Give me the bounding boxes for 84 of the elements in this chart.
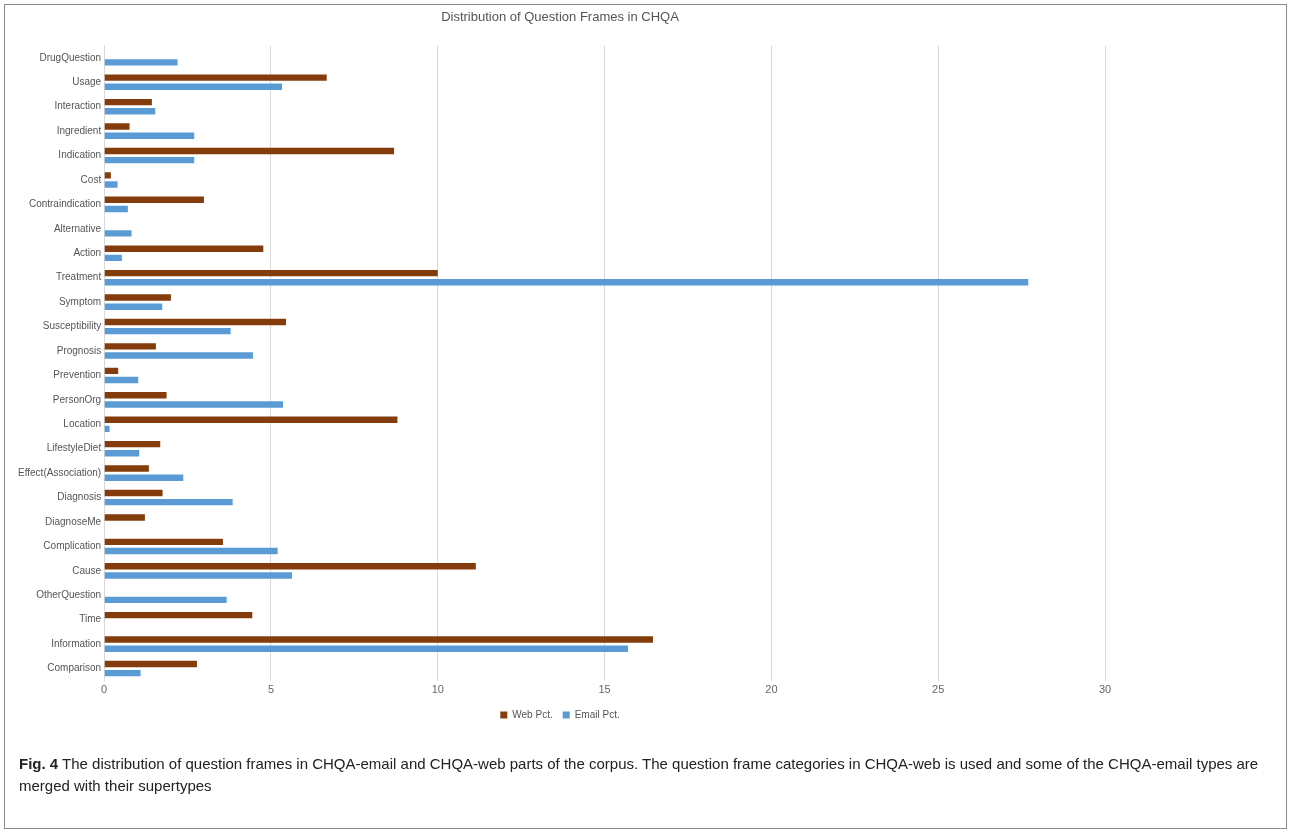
bar bbox=[104, 401, 283, 408]
y-tick-label: Cause bbox=[72, 564, 102, 576]
y-tick-label: Location bbox=[63, 418, 102, 430]
y-tick-label: DiagnoseMe bbox=[45, 515, 102, 527]
bar bbox=[104, 538, 223, 546]
bar bbox=[104, 98, 152, 106]
bar bbox=[104, 450, 140, 457]
caption: Fig. 4 The distribution of question frames in CHQA-email and CHQA-web parts of the corpus. The question frame categories in CHQA-web is used and some of the CHQA-email types are merged with their supertypes bbox=[19, 754, 1260, 796]
y-tick-label: Usage bbox=[72, 76, 102, 87]
bar bbox=[104, 74, 327, 81]
bar bbox=[104, 367, 119, 375]
y-tick-label: Cost bbox=[80, 173, 102, 185]
y-tick-label: OtherQuestion bbox=[36, 589, 102, 601]
x-tick-label: 30 bbox=[1098, 683, 1112, 696]
y-tick-label: Prevention bbox=[53, 369, 102, 381]
y-tick-label: Diagnosis bbox=[57, 491, 102, 503]
y-tick-label: Contraindication bbox=[28, 198, 102, 210]
bar bbox=[104, 563, 476, 570]
bar bbox=[104, 123, 130, 130]
bar bbox=[104, 474, 184, 481]
bar bbox=[104, 498, 233, 506]
y-tick-label: Interaction bbox=[54, 100, 102, 112]
y-tick-label: Action bbox=[73, 247, 102, 259]
bar bbox=[104, 156, 195, 164]
bar bbox=[104, 318, 286, 326]
x-tick-label: 20 bbox=[765, 683, 778, 696]
chart-title: Distribution of Question Frames in CHQA bbox=[441, 9, 680, 25]
bar bbox=[104, 352, 253, 359]
bar bbox=[104, 596, 227, 604]
bar bbox=[104, 245, 264, 252]
y-tick-label: Prognosis bbox=[56, 344, 102, 356]
y-tick-label: Ingredient bbox=[56, 124, 102, 136]
y-tick-label: Indication bbox=[58, 149, 102, 161]
x-tick-label: 10 bbox=[431, 683, 444, 696]
bar bbox=[104, 205, 128, 213]
bar bbox=[104, 392, 167, 399]
bar bbox=[104, 132, 195, 139]
bar bbox=[104, 611, 253, 619]
bar bbox=[104, 294, 171, 301]
y-tick-label: PersonOrg bbox=[52, 393, 102, 405]
bar bbox=[104, 465, 149, 472]
y-tick-label: LifestyleDiet bbox=[46, 442, 102, 454]
y-tick-label: Effect(Association) bbox=[18, 466, 102, 478]
bar bbox=[104, 172, 111, 179]
bar bbox=[104, 108, 156, 115]
bar bbox=[104, 230, 132, 237]
legend-label: Email Pct. bbox=[574, 708, 620, 720]
bar bbox=[104, 147, 395, 155]
x-tick-label: 5 bbox=[267, 683, 275, 696]
bar bbox=[104, 343, 156, 350]
y-tick-label: Alternative bbox=[53, 222, 102, 234]
legend-label: Web Pct. bbox=[512, 708, 553, 720]
bar bbox=[104, 425, 110, 433]
y-tick-label: Symptom bbox=[58, 295, 102, 307]
bar bbox=[104, 669, 141, 677]
bar bbox=[104, 376, 139, 384]
y-tick-label: Susceptibility bbox=[42, 320, 102, 332]
bar bbox=[104, 59, 178, 66]
bar bbox=[104, 196, 204, 204]
bar bbox=[104, 83, 282, 91]
y-tick-label: Information bbox=[51, 637, 102, 649]
bar bbox=[104, 514, 145, 521]
bar bbox=[104, 181, 118, 188]
x-tick-label: 0 bbox=[101, 683, 108, 696]
bar bbox=[104, 572, 292, 579]
bar bbox=[104, 254, 122, 262]
y-tick-label: DrugQuestion bbox=[39, 51, 102, 63]
bar bbox=[104, 327, 231, 335]
y-tick-label: Comparison bbox=[47, 662, 102, 674]
y-tick-label: Complication bbox=[43, 540, 102, 552]
bar bbox=[104, 279, 1029, 286]
bar bbox=[104, 440, 161, 448]
bar bbox=[104, 489, 163, 497]
bar bbox=[104, 636, 653, 643]
bar bbox=[104, 416, 398, 423]
bar bbox=[104, 660, 197, 668]
x-tick-label: 25 bbox=[932, 683, 945, 696]
bar bbox=[104, 303, 163, 310]
x-tick-label: 15 bbox=[598, 683, 611, 696]
bar bbox=[104, 269, 438, 277]
bar bbox=[104, 645, 628, 652]
y-tick-label: Treatment bbox=[55, 271, 102, 283]
bar bbox=[104, 547, 278, 555]
y-tick-label: Time bbox=[79, 613, 102, 625]
